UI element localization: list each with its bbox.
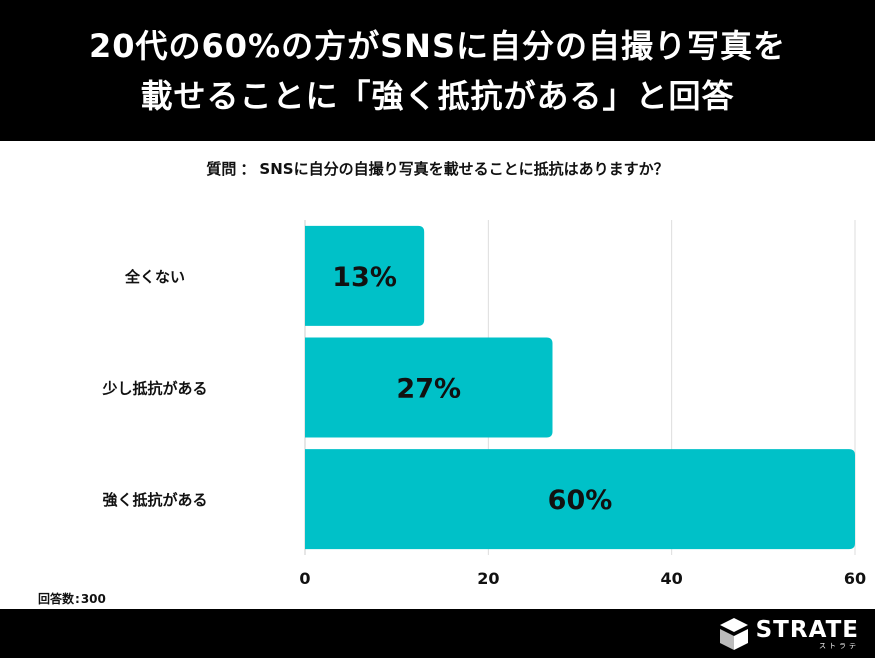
- x-tick-label: 20: [477, 569, 499, 588]
- bar-chart: 0 20 40 60 13% 全くない 27% 少し抵抗がある 60% 強く抵抗がある: [101, 220, 866, 588]
- bar-2: [305, 449, 855, 550]
- data-label: 13%: [332, 262, 397, 293]
- bar-1: [305, 337, 553, 438]
- x-tick-label: 0: [299, 569, 310, 588]
- category-label: 少し抵抗がある: [101, 380, 207, 398]
- question-label: 質問: [206, 160, 237, 178]
- response-count-separator: :: [75, 592, 80, 606]
- footer-bar: STRATE ストラテ: [0, 609, 875, 658]
- title-line-1: 20代の60%の方がSNSに自分の自撮り写真を: [88, 26, 786, 65]
- data-label: 27%: [396, 374, 461, 405]
- strate-logo-icon: [719, 618, 748, 650]
- x-tick-label: 60: [844, 569, 866, 588]
- logo-text: STRATE: [755, 616, 859, 643]
- question-body: SNSに自分の自撮り写真を載せることに抵抗はありますか？: [259, 160, 669, 178]
- logo-subtext: ストラテ: [819, 641, 859, 650]
- bar-0: [305, 225, 425, 326]
- response-count-value: 300: [80, 592, 106, 606]
- response-count-label: 回答数: [38, 592, 75, 606]
- x-tick-label: 40: [661, 569, 683, 588]
- category-label: 全くない: [124, 268, 185, 286]
- question-separator: ：: [240, 160, 256, 178]
- title-line-2: 載せることに「強く抵抗がある」と回答: [140, 76, 735, 115]
- category-label: 強く抵抗がある: [102, 491, 207, 509]
- strate-logo: STRATE ストラテ: [719, 615, 859, 653]
- question-text: 質問： SNSに自分の自撮り写真を載せることに抵抗はありますか？: [0, 158, 875, 179]
- data-label: 60%: [548, 485, 613, 516]
- response-count: 回答数:300: [38, 590, 106, 607]
- header-banner: 20代の60%の方がSNSに自分の自撮り写真を 載せることに「強く抵抗がある」と…: [0, 0, 875, 141]
